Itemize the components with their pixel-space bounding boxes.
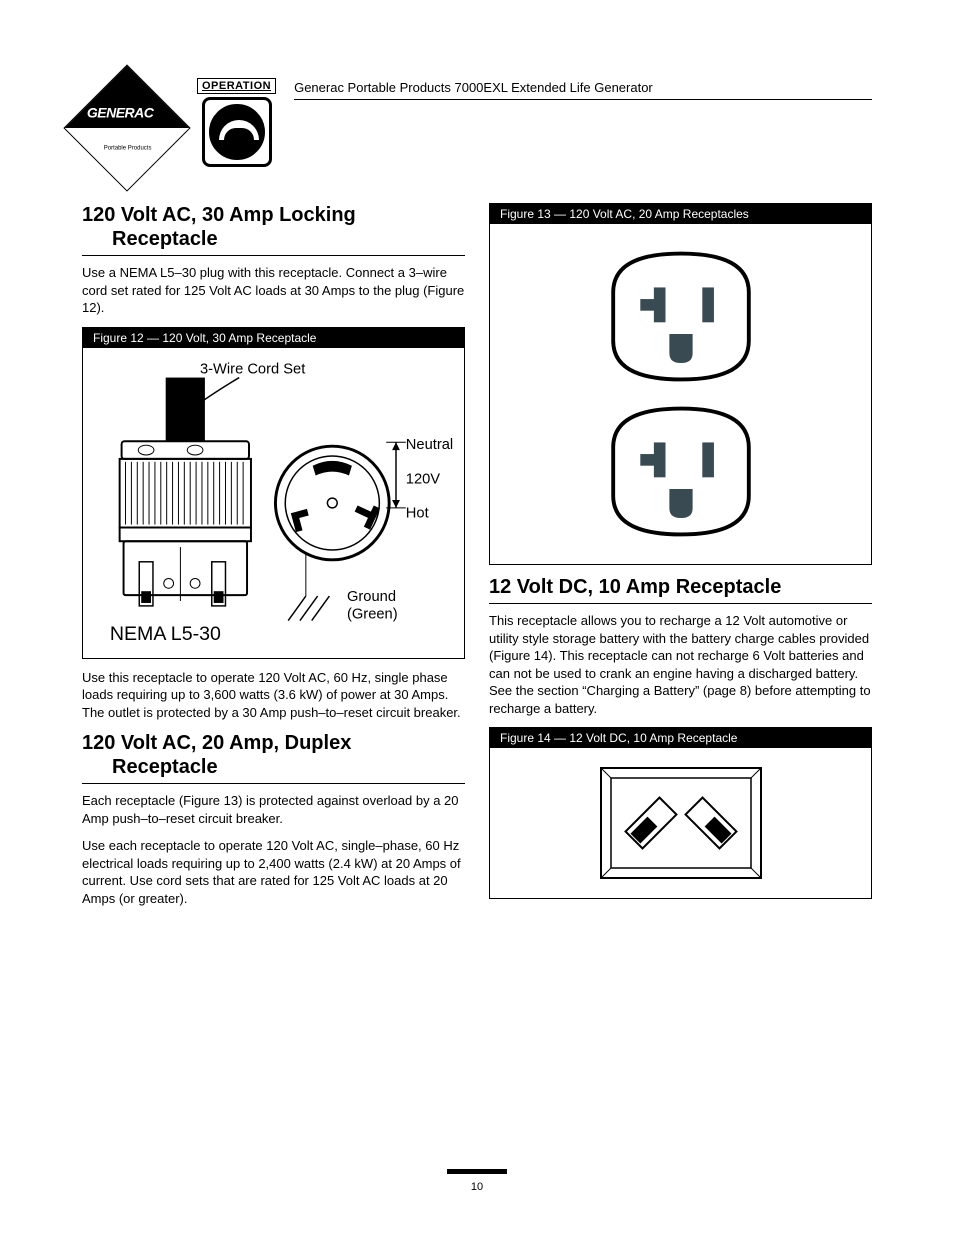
generac-logo: GENERAC Portable Products <box>63 64 190 191</box>
page-bar <box>447 1169 507 1174</box>
heading-line2: Receptacle <box>82 755 465 779</box>
heading-line1: 120 Volt AC, 20 Amp, Duplex <box>82 732 351 754</box>
figure-14-caption: Figure 14 — 12 Volt DC, 10 Amp Receptacl… <box>490 728 871 748</box>
outlet-bottom-icon <box>591 394 771 549</box>
heading-line1: 120 Volt AC, 30 Amp Locking <box>82 204 356 226</box>
figure-13: Figure 13 — 120 Volt AC, 20 Amp Receptac… <box>489 203 872 565</box>
svg-text:120V: 120V <box>406 471 441 487</box>
page-number: 10 <box>471 1181 483 1193</box>
left-column: 120 Volt AC, 30 Amp Locking Receptacle U… <box>82 203 465 918</box>
svg-text:Ground: Ground <box>347 589 396 605</box>
operation-badge: OPERATION <box>197 78 276 167</box>
dc-receptacle-icon <box>581 753 781 893</box>
paragraph-l5-30-usage: Use this receptacle to operate 120 Volt … <box>82 669 465 722</box>
heading-12vdc: 12 Volt DC, 10 Amp Receptacle <box>489 575 872 604</box>
svg-text:NEMA L5-30: NEMA L5-30 <box>110 623 221 645</box>
paragraph-l5-30-intro: Use a NEMA L5–30 plug with this receptac… <box>82 264 465 317</box>
figure-14-body <box>490 748 871 898</box>
paragraph-duplex-usage: Use each receptacle to operate 120 Volt … <box>82 837 465 907</box>
logo-subtext: Portable Products <box>104 145 152 151</box>
figure-12: Figure 12 — 120 Volt, 30 Amp Receptacle … <box>82 327 465 659</box>
operation-icon <box>202 97 272 167</box>
figure-12-body: 3-Wire Cord Set <box>83 348 464 658</box>
logo-text: GENERAC <box>87 105 154 121</box>
heading-120v-30a: 120 Volt AC, 30 Amp Locking Receptacle <box>82 203 465 256</box>
figure-14: Figure 14 — 12 Volt DC, 10 Amp Receptacl… <box>489 727 872 899</box>
paragraph-12vdc: This receptacle allows you to recharge a… <box>489 612 872 717</box>
svg-text:Neutral: Neutral <box>406 437 453 453</box>
operation-label: OPERATION <box>197 78 276 94</box>
figure-13-caption: Figure 13 — 120 Volt AC, 20 Amp Receptac… <box>490 204 871 224</box>
heading-line2: Receptacle <box>82 227 465 251</box>
header-title-wrap: Generac Portable Products 7000EXL Extend… <box>294 78 872 100</box>
page-footer: 10 <box>0 1169 954 1195</box>
header-title: Generac Portable Products 7000EXL Extend… <box>294 80 872 100</box>
figure-13-body <box>490 224 871 564</box>
figure-12-svg: 3-Wire Cord Set <box>91 356 456 650</box>
cord-label: 3-Wire Cord Set <box>200 361 305 377</box>
right-column: Figure 13 — 120 Volt AC, 20 Amp Receptac… <box>489 203 872 918</box>
svg-text:(Green): (Green) <box>347 606 398 622</box>
content-columns: 120 Volt AC, 30 Amp Locking Receptacle U… <box>82 203 872 918</box>
paragraph-duplex-intro: Each receptacle (Figure 13) is protected… <box>82 792 465 827</box>
heading-120v-20a: 120 Volt AC, 20 Amp, Duplex Receptacle <box>82 731 465 784</box>
svg-text:Hot: Hot <box>406 505 429 521</box>
outlet-top-icon <box>591 239 771 394</box>
page-header: GENERAC Portable Products OPERATION Gene… <box>82 78 872 173</box>
figure-12-caption: Figure 12 — 120 Volt, 30 Amp Receptacle <box>83 328 464 348</box>
